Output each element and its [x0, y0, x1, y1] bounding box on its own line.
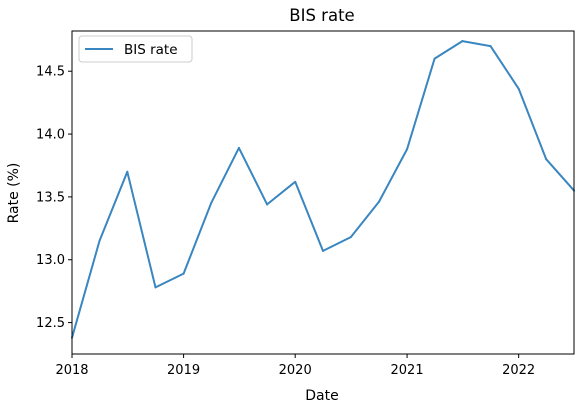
x-tick-label: 2020	[279, 363, 312, 378]
y-tick-label: 14.0	[36, 128, 65, 143]
data-point	[377, 200, 380, 203]
data-point	[266, 203, 269, 206]
x-tick-label: 2022	[502, 363, 535, 378]
data-point	[294, 180, 297, 183]
series-line	[71, 40, 575, 339]
x-axis-label: Date	[305, 388, 338, 404]
data-point	[154, 286, 157, 289]
data-point	[461, 40, 464, 43]
x-tick-label: 2018	[55, 363, 88, 378]
legend-box	[78, 35, 193, 63]
y-tick-label: 13.0	[36, 253, 65, 268]
y-tick-label: 14.5	[36, 65, 65, 80]
data-point	[126, 170, 129, 173]
y-tick-label: 12.5	[36, 316, 65, 331]
data-point	[237, 146, 240, 149]
data-point	[322, 249, 324, 252]
data-point	[545, 158, 548, 161]
plot-series	[71, 40, 575, 339]
data-point	[349, 236, 352, 239]
x-tick-label: 2021	[391, 363, 424, 378]
data-point	[210, 202, 213, 205]
chart-title: BIS rate	[289, 6, 354, 25]
data-point	[433, 57, 436, 60]
legend: BIS rate	[78, 35, 193, 63]
y-axis: 12.5 13.0 13.5 14.0 14.5	[36, 65, 72, 331]
data-point	[98, 239, 101, 242]
data-point	[489, 45, 492, 48]
y-tick-label: 13.5	[36, 190, 65, 205]
plot-frame	[71, 30, 575, 355]
x-tick-label: 2019	[167, 363, 200, 378]
data-point	[517, 87, 520, 90]
legend-label: BIS rate	[124, 42, 178, 58]
data-point	[406, 148, 409, 151]
data-point	[182, 272, 185, 275]
x-axis: 2018 2019 2020 2021 2022	[55, 354, 535, 378]
y-axis-label: Rate (%)	[6, 163, 22, 224]
